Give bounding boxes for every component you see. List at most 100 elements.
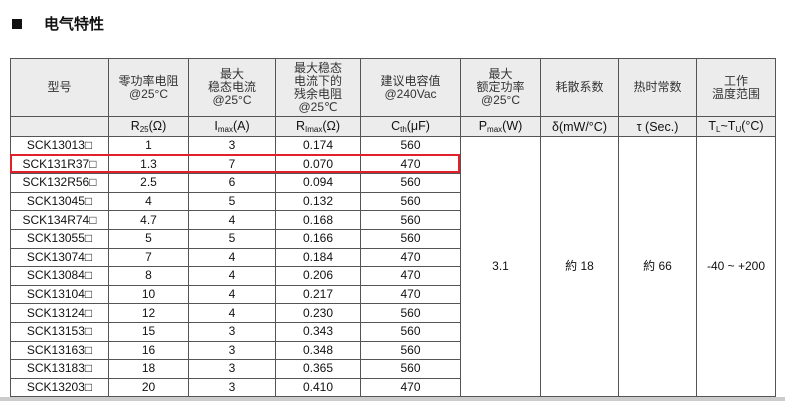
table-cell: SCK132R56□	[10, 173, 109, 193]
table-cell: 5	[188, 228, 276, 249]
table-cell: SCK13183□	[10, 359, 109, 379]
shared-value-cell: 約 18	[540, 135, 619, 398]
section-title: 电气特性	[12, 13, 104, 34]
page-edge	[0, 397, 785, 401]
table-cell: SCK13074□	[10, 247, 109, 268]
unit-text: ~T	[720, 119, 736, 133]
unit-header: Imax(A)	[188, 116, 276, 137]
table-cell: 560	[360, 191, 461, 212]
table-cell: 0.174	[275, 136, 361, 156]
table-cell: 560	[360, 321, 461, 342]
column-header: 型号	[10, 58, 109, 117]
unit-text: T	[708, 119, 717, 133]
table-cell: 0.348	[275, 340, 361, 361]
table-cell: 12	[108, 303, 189, 323]
unit-text: (Ω)	[322, 119, 341, 133]
table-cell: 0.166	[275, 228, 361, 249]
table-cell: 8	[108, 266, 189, 286]
table-row: SCK13013□ 1 3 0.174 560 3.1 約 18 約 66 -40 ~ +200	[10, 135, 776, 398]
table-cell: 0.168	[275, 210, 361, 230]
table-cell: 10	[108, 284, 189, 305]
column-header: 耗散系数	[540, 58, 619, 117]
table-cell: 4.7	[108, 210, 189, 230]
table-cell: 470	[360, 266, 461, 286]
table-cell: 470	[360, 284, 461, 305]
table-cell: 560	[360, 136, 461, 156]
table-cell: 0.217	[275, 284, 361, 305]
unit-header: TL~TU(°C)	[696, 116, 776, 137]
table-cell: 470	[360, 377, 461, 398]
unit-text: (Ω)	[148, 119, 167, 133]
table-cell: 470	[360, 247, 461, 268]
table-cell: SCK13013□	[10, 136, 109, 156]
column-header: 建议电容值 @240Vac	[360, 58, 461, 117]
table-cell: 5	[188, 191, 276, 212]
table-cell: 1	[108, 136, 189, 156]
table-cell: SCK13203□	[10, 377, 109, 398]
table-cell: 560	[360, 228, 461, 249]
table-cell: SCK13153□	[10, 321, 109, 342]
table-cell: 4	[188, 210, 276, 230]
unit-text: U	[735, 125, 742, 134]
column-header: 最大 稳态电流 @25°C	[188, 58, 276, 117]
table-cell: 16	[108, 340, 189, 361]
table-cell: 6	[188, 173, 276, 193]
unit-text: τ (Sec.)	[636, 119, 679, 134]
electrical-characteristics-table: 型号 零功率电阻 @25°C 最大 稳态电流 @25°C 最大稳态 电流下的 残余电阻…	[10, 58, 776, 398]
unit-text: I	[214, 119, 218, 133]
table-cell: 3	[188, 321, 276, 342]
bullet-square-icon	[12, 18, 22, 29]
table-cell: 18	[108, 359, 189, 379]
table-row: SCK132R56□ 2.5 6 0.094 560	[10, 173, 776, 193]
unit-text: (W)	[502, 119, 523, 133]
table-cell: 560	[360, 303, 461, 323]
table-cell: 3	[188, 340, 276, 361]
table-cell: 560	[360, 340, 461, 361]
unit-text: th	[400, 125, 407, 134]
table-cell: 3	[188, 359, 276, 379]
table-cell: 560	[360, 359, 461, 379]
table-cell: SCK13124□	[10, 303, 109, 323]
table-cell: 2.5	[108, 173, 189, 193]
unit-text: C	[391, 119, 401, 133]
table-cell: 3	[188, 136, 276, 156]
unit-text: 25	[139, 125, 149, 134]
table-row: SCK13203□ 20 3 0.410 470	[10, 377, 776, 398]
table-cell: SCK13104□	[10, 284, 109, 305]
table-cell: SCK13084□	[10, 266, 109, 286]
table-cell: 0.184	[275, 247, 361, 268]
column-header: 工作 温度范围	[696, 58, 776, 117]
table-cell: 4	[188, 303, 276, 323]
unit-text: Imax	[305, 125, 323, 134]
table-cell: 3	[188, 377, 276, 398]
table-cell: 20	[108, 377, 189, 398]
table-cell: 0.132	[275, 191, 361, 212]
table-cell: 560	[360, 210, 461, 230]
table-cell: 560	[360, 173, 461, 193]
unit-text: max	[217, 125, 233, 134]
column-header: 最大稳态 电流下的 残余电阻 @25℃	[275, 58, 361, 117]
unit-text: P	[478, 119, 488, 133]
unit-text: (A)	[232, 119, 250, 133]
table-cell: 5	[108, 228, 189, 249]
table-cell: SCK13055□	[10, 228, 109, 249]
table-row: SCK134R74□ 4.7 4 0.168 560	[10, 210, 776, 230]
table-cell: 0.230	[275, 303, 361, 323]
table-cell: 0.206	[275, 266, 361, 286]
table-cell: 7	[108, 247, 189, 268]
table-row: SCK13074□ 7 4 0.184 470	[10, 247, 776, 268]
table-cell: 4	[188, 247, 276, 268]
shared-value-cell: 約 66	[618, 135, 697, 398]
table-row: SCK13124□ 12 4 0.230 560	[10, 303, 776, 323]
table-cell: 4	[188, 266, 276, 286]
unit-text: δ(mW/°C)	[552, 119, 607, 134]
unit-header: R25(Ω)	[108, 116, 189, 137]
table-cell: 0.094	[275, 173, 361, 193]
table-cell: SCK134R74□	[10, 210, 109, 230]
unit-header: δ(mW/°C)	[540, 116, 619, 137]
unit-header	[10, 116, 109, 137]
unit-text: L	[716, 125, 721, 134]
unit-header: RImax(Ω)	[275, 116, 361, 137]
unit-text: (°C)	[741, 119, 764, 133]
table-cell: 0.410	[275, 377, 361, 398]
